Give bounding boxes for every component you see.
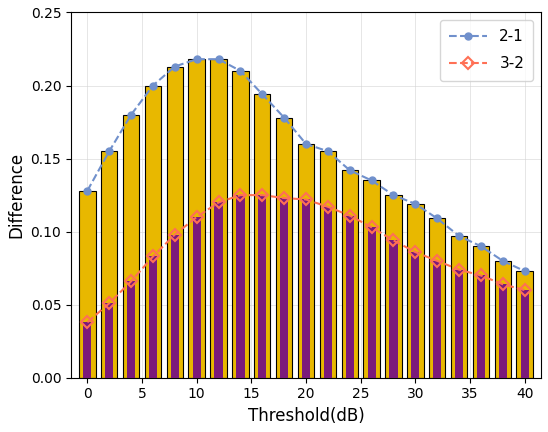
3-2 (150, 254, 156, 259)
Bar (280, 198, 288, 378)
Bar (258, 195, 266, 378)
2-1 (434, 216, 441, 221)
2-1 (302, 141, 309, 146)
Bar (145, 86, 161, 378)
2-1 (237, 68, 244, 73)
Bar (451, 236, 467, 378)
3-2 (259, 193, 266, 198)
Bar (302, 200, 310, 378)
3-2 (106, 301, 112, 306)
Bar (167, 67, 183, 378)
2-1 (368, 178, 375, 183)
Bar (79, 191, 95, 378)
Bar (495, 261, 511, 378)
Bar (189, 59, 205, 378)
Bar (298, 144, 314, 378)
3-2 (346, 213, 353, 218)
2-1 (324, 149, 331, 154)
Bar (411, 252, 419, 378)
Bar (473, 246, 489, 378)
2-1 (281, 115, 288, 120)
3-2 (193, 214, 200, 219)
Bar (368, 227, 376, 378)
Bar (499, 284, 507, 378)
3-2 (128, 279, 134, 284)
Bar (254, 94, 271, 378)
3-2 (521, 288, 528, 293)
Bar (346, 216, 354, 378)
Bar (101, 151, 117, 378)
3-2 (281, 195, 288, 200)
2-1 (193, 57, 200, 62)
Line: 2-1: 2-1 (84, 56, 528, 275)
Bar (341, 170, 358, 378)
Bar (385, 195, 402, 378)
Bar (516, 271, 533, 378)
X-axis label: Threshold(dB): Threshold(dB) (248, 407, 364, 425)
Bar (236, 195, 244, 378)
Bar (324, 207, 332, 378)
2-1 (215, 57, 222, 62)
Bar (192, 217, 201, 378)
3-2 (478, 273, 484, 278)
2-1 (84, 188, 90, 193)
3-2 (324, 204, 331, 210)
Bar (123, 115, 139, 378)
Legend: 2-1, 3-2: 2-1, 3-2 (440, 20, 533, 81)
2-1 (412, 201, 419, 206)
3-2 (302, 197, 309, 202)
2-1 (150, 83, 156, 88)
Bar (477, 276, 485, 378)
Bar (83, 322, 92, 378)
2-1 (106, 149, 112, 154)
2-1 (259, 92, 266, 97)
2-1 (456, 233, 463, 238)
3-2 (215, 200, 222, 205)
3-2 (368, 225, 375, 230)
2-1 (521, 269, 528, 274)
Bar (276, 118, 292, 378)
Bar (319, 151, 336, 378)
3-2 (84, 320, 90, 325)
Bar (433, 261, 441, 378)
Bar (429, 219, 446, 378)
Bar (390, 241, 397, 378)
Bar (521, 290, 529, 378)
Bar (232, 71, 249, 378)
2-1 (478, 244, 484, 249)
Bar (127, 281, 135, 378)
2-1 (346, 168, 353, 173)
3-2 (500, 282, 506, 287)
Bar (149, 257, 157, 378)
2-1 (172, 64, 178, 69)
Bar (363, 181, 380, 378)
3-2 (237, 193, 244, 198)
2-1 (390, 193, 397, 198)
2-1 (500, 258, 506, 264)
Line: 3-2: 3-2 (83, 191, 529, 327)
Bar (105, 303, 113, 378)
Y-axis label: Difference: Difference (7, 152, 25, 238)
3-2 (172, 232, 178, 237)
Bar (455, 270, 463, 378)
Bar (171, 235, 179, 378)
3-2 (456, 267, 463, 272)
3-2 (434, 258, 441, 264)
Bar (407, 204, 424, 378)
3-2 (412, 250, 419, 255)
2-1 (128, 112, 134, 118)
Bar (214, 203, 222, 378)
Bar (210, 59, 227, 378)
3-2 (390, 238, 397, 243)
